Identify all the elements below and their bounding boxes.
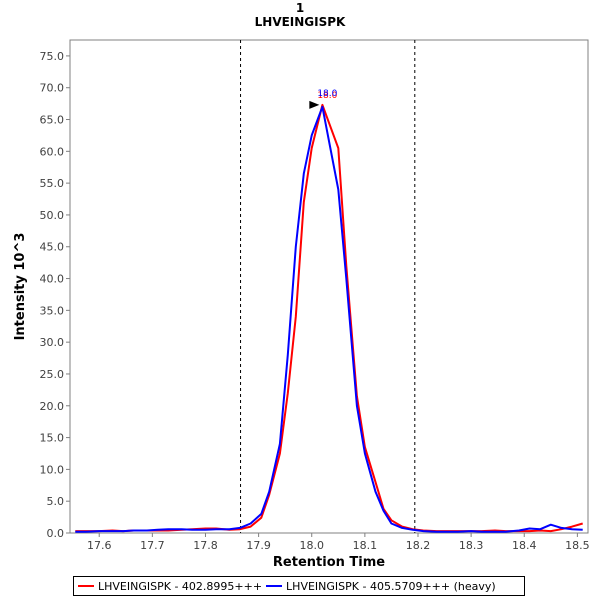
peak-marker: 18.018.0 — [309, 89, 338, 109]
x-axis-label: Retention Time — [273, 555, 385, 570]
legend-label-light: LHVEINGISPK - 402.8995+++ — [98, 579, 263, 593]
chart-subtitle: LHVEINGISPK — [255, 15, 346, 29]
x-tick-label: 18.5 — [565, 539, 590, 552]
y-axis: 0.0 5.0 10.0 15.0 20.0 25.0 30.0 35.0 40.0 45.0 50… — [40, 50, 70, 540]
peak-label-heavy: 18.0 — [317, 89, 337, 99]
x-tick-label: 18.1 — [353, 539, 378, 552]
series-line-light — [75, 103, 583, 533]
legend-swatch-blue — [266, 585, 283, 587]
legend-item-heavy: LHVEINGISPK - 405.5709+++ (heavy) — [266, 580, 496, 593]
y-tick-label: 35.0 — [40, 304, 65, 317]
y-axis-label: Intensity 10^3 — [13, 233, 28, 341]
x-tick-label: 18.2 — [406, 539, 431, 552]
x-tick-label: 18.0 — [299, 539, 324, 552]
y-tick-label: 50.0 — [40, 209, 65, 222]
y-tick-label: 25.0 — [40, 368, 65, 381]
y-tick-label: 40.0 — [40, 273, 65, 286]
y-tick-label: 30.0 — [40, 336, 65, 349]
x-tick-label: 18.3 — [459, 539, 484, 552]
y-tick-label: 10.0 — [40, 463, 65, 476]
peak-label-light: 18.0 — [317, 91, 337, 101]
plot-area — [69, 39, 589, 534]
y-tick-label: 65.0 — [40, 114, 65, 127]
y-tick-label: 70.0 — [40, 82, 65, 95]
legend-swatch-red — [78, 585, 94, 587]
y-tick-label: 60.0 — [40, 145, 65, 158]
y-tick-label: 75.0 — [40, 50, 65, 63]
x-tick-label: 17.6 — [87, 539, 112, 552]
chart-legend: LHVEINGISPK - 402.8995+++ LHVEINGISPK - … — [73, 576, 525, 596]
x-tick-label: 17.7 — [140, 539, 165, 552]
chart-title: 1 — [296, 1, 304, 15]
y-tick-label: 55.0 — [40, 177, 65, 190]
x-tick-label: 17.9 — [246, 539, 271, 552]
x-tick-label: 18.4 — [512, 539, 537, 552]
x-tick-label: 17.8 — [193, 539, 218, 552]
y-tick-label: 5.0 — [47, 495, 65, 508]
peak-arrow-icon — [309, 100, 320, 109]
y-tick-label: 0.0 — [47, 527, 65, 540]
series-lines — [75, 103, 583, 533]
integration-boundaries — [240, 40, 416, 533]
series-line-heavy — [75, 105, 583, 533]
y-tick-label: 20.0 — [40, 400, 65, 413]
legend-label-heavy: LHVEINGISPK - 405.5709+++ (heavy) — [286, 579, 496, 593]
y-tick-label: 15.0 — [40, 432, 65, 445]
x-axis: 17.6 17.7 17.8 17.9 18.0 18.1 18.2 18.3 18.4 18.5 — [87, 533, 590, 552]
legend-item-light: LHVEINGISPK - 402.8995+++ — [78, 580, 262, 593]
y-tick-label: 45.0 — [40, 241, 65, 254]
